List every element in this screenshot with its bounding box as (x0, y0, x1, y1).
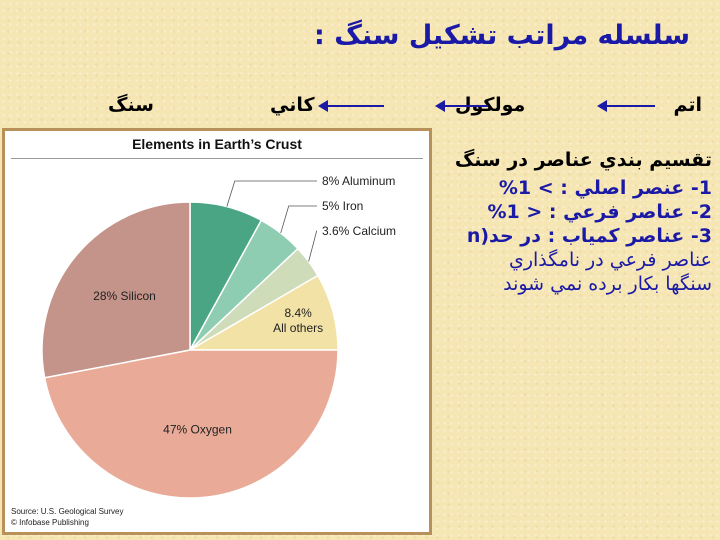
chart-title-divider (11, 158, 423, 159)
hierarchy-mineral: كاني (270, 94, 315, 116)
hierarchy-rock: سنگ (108, 94, 154, 116)
arrow-line-2 (443, 105, 488, 107)
hierarchy-molecule: مولکول (455, 94, 526, 116)
note-line-2: سنگها بكار برده نمي شوند (503, 273, 712, 295)
hierarchy-atom: اتم (673, 94, 702, 116)
slide-title: سلسله مراتب تشکیل سنگ : (314, 20, 690, 51)
slice-label-iron: 5% Iron (322, 199, 363, 213)
slice-label-silicon: 28% Silicon (93, 289, 156, 303)
pie-chart: 8% Aluminum 5% Iron 3.6% Calcium 8.4%All ot… (41, 174, 396, 499)
note-line-1: عناصر فرعي در نامگذاري (508, 249, 712, 271)
classification-heading: تقسيم بندي عناصر در سنگ (454, 149, 712, 171)
source-line: Source: U.S. Geological Survey (11, 507, 124, 516)
chart-title: Elements in Earth’s Crust (132, 136, 302, 152)
slice-label-oxygen: 47% Oxygen (163, 423, 232, 437)
chart-source: Source: U.S. Geological Survey © Infobas… (11, 506, 124, 528)
slice-label-others-name: All others (273, 321, 323, 335)
slice-label-others-value: 8.4% (284, 306, 312, 320)
classification-text: تقسيم بندي عناصر در سنگ 1- عنصر اصلي : >… (422, 148, 712, 296)
slice-label-aluminum: 8% Aluminum (322, 174, 395, 188)
minor-elements-line: 2- عناصر فرعي : < 1% (487, 201, 712, 223)
arrow-left-icon (435, 100, 445, 112)
pie-chart-panel: Elements in Earth’s Crust 8% Aluminum 5% … (2, 128, 432, 535)
pie-slice-silicon (41, 201, 191, 379)
arrow-line-3 (326, 105, 384, 107)
main-elements-line: 1- عنصر اصلي : > 1% (498, 177, 712, 199)
arrow-left-icon (597, 100, 607, 112)
credit-line: © Infobase Publishing (11, 518, 89, 527)
arrow-left-icon (318, 100, 328, 112)
arrow-line-1 (605, 105, 655, 107)
rare-elements-line: 3- عناصر كمياب : در حد(n (466, 225, 712, 247)
pie-slice-oxygen (43, 349, 339, 499)
leader-line-aluminum (226, 180, 317, 207)
leader-line-calcium (308, 230, 318, 262)
leader-line-iron (280, 205, 317, 234)
slice-label-calcium: 3.6% Calcium (322, 224, 396, 238)
